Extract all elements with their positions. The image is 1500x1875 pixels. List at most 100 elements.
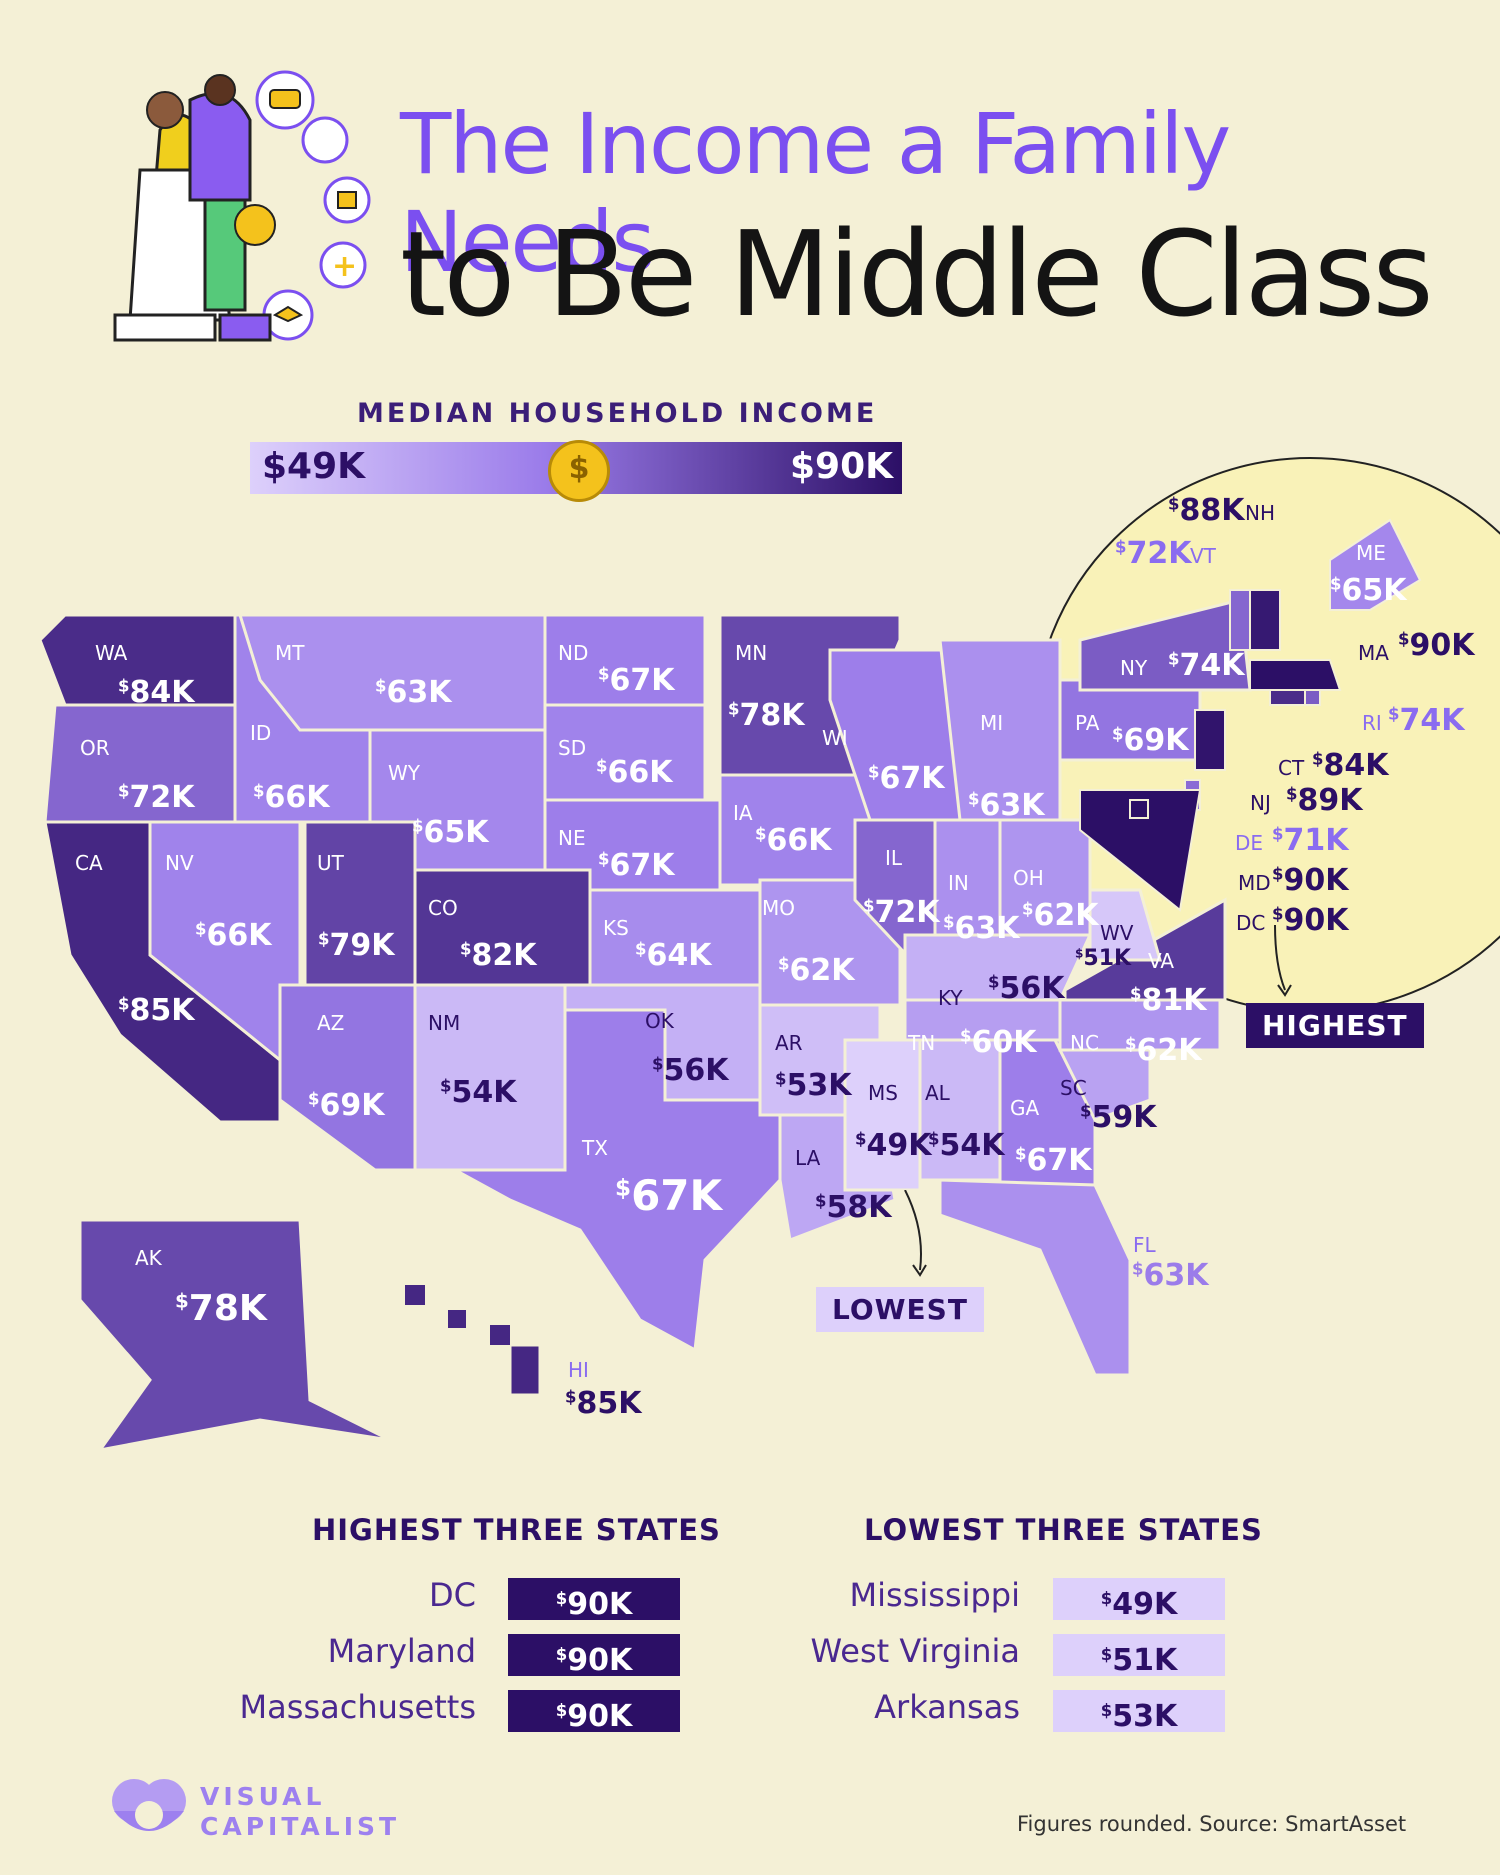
state-value-ca: $85K [118,993,196,1028]
state-label-tn: TN [907,1031,935,1055]
state-ma [1249,659,1342,691]
state-wv [1088,888,1162,962]
state-label-mt: MT [275,641,305,665]
legend-title: MEDIAN HOUSEHOLD INCOME [357,398,878,429]
lowest-row-value: $49K [1053,1578,1225,1622]
state-label-nj: NJ [1250,791,1271,815]
state-label-nm: NM [428,1011,460,1035]
lowest-tag: LOWEST [816,1287,984,1332]
state-value-md: $90K [1272,863,1350,898]
state-nh [1249,589,1281,651]
state-label-wy: WY [388,761,421,785]
highest-row-name: DC [429,1576,476,1614]
coin-icon: $ [548,440,610,502]
state-value-nd: $67K [598,663,676,698]
state-label-fl: FL [1133,1233,1157,1257]
title-line-2: to Be Middle Class [400,205,1434,343]
state-value-la: $58K [815,1190,893,1225]
state-nj [1194,709,1226,771]
state-dc [1129,799,1149,819]
state-value-mi: $63K [968,788,1046,823]
state-value-me: $65K [1330,573,1408,608]
state-label-va: VA [1148,949,1174,973]
state-mt [237,613,547,732]
highest-row-value: $90K [508,1634,680,1678]
state-value-sd: $66K [596,755,674,790]
state-value-dc: $90K [1272,903,1350,938]
state-value-de: $71K [1272,823,1350,858]
state-label-sc: SC [1060,1076,1087,1100]
state-value-mt: $63K [375,675,453,710]
state-label-mn: MN [735,641,767,665]
state-value-ny: $74K [1168,648,1246,683]
state-value-tn: $60K [960,1025,1038,1060]
state-label-nc: NC [1070,1031,1099,1055]
state-label-mi: MI [980,711,1003,735]
state-value-az: $69K [308,1088,386,1123]
state-value-ct: $84K [1312,748,1390,783]
highest-tag: HIGHEST [1246,1003,1424,1048]
state-value-ak: $78K [175,1288,268,1329]
arrow-icon [1274,925,1292,997]
state-label-wa: WA [95,641,128,665]
state-value-wa: $84K [118,675,196,710]
state-label-vt: VT [1190,544,1217,568]
state-value-nv: $66K [195,918,273,953]
state-value-nh: $88K [1168,493,1246,528]
state-value-nj: $89K [1286,783,1364,818]
state-label-id: ID [250,721,271,745]
arrow-icon [904,1190,927,1277]
highest-row-name: Maryland [327,1632,476,1670]
lowest-title: LOWEST THREE STATES [864,1513,1263,1547]
source-note: Figures rounded. Source: SmartAsset [1017,1812,1407,1836]
state-label-ms: MS [868,1081,898,1105]
state-label-nd: ND [558,641,588,665]
state-label-wi: WI [822,726,848,750]
state-value-id: $66K [253,780,331,815]
state-fl [938,1178,1132,1377]
state-ri [1304,689,1321,706]
state-label-co: CO [428,896,458,920]
state-label-nv: NV [165,851,194,875]
state-value-ky: $56K [988,971,1066,1006]
state-label-ut: UT [317,851,345,875]
state-label-ny: NY [1120,656,1148,680]
state-value-al: $54K [928,1128,1006,1163]
state-value-ia: $66K [755,823,833,858]
title-line-1: The Income a Family Needs [400,95,1231,291]
state-label-il: IL [885,846,903,870]
state-value-ga: $67K [1015,1143,1093,1178]
lowest-row-value: $51K [1053,1634,1225,1678]
state-value-ok: $56K [652,1053,730,1088]
state-value-ri: $74K [1388,703,1466,738]
state-value-co: $82K [460,938,538,973]
state-label-tx: TX [581,1136,608,1160]
state-ms [843,1038,922,1192]
state-value-ar: $53K [775,1068,853,1103]
state-value-nm: $54K [440,1075,518,1110]
state-label-me: ME [1356,541,1386,565]
state-value-wi: $67K [868,761,946,796]
state-value-il: $72K [863,895,941,930]
state-value-hi: $85K [565,1386,643,1421]
state-label-ri: RI [1362,711,1382,735]
state-label-ca: CA [75,851,103,875]
state-value-ms: $49K [855,1128,933,1163]
state-label-ar: AR [775,1031,803,1055]
state-vt [1229,589,1251,651]
logo-text: VISUAL CAPITALIST [200,1782,401,1841]
state-value-wv: $51K [1075,946,1132,971]
state-ct [1269,689,1306,706]
state-label-md: MD [1238,871,1271,895]
state-value-tx: $67K [615,1171,724,1220]
lowest-row-name: Arkansas [874,1688,1020,1726]
visual-capitalist-logo-icon [112,1779,186,1831]
state-value-va: $81K [1130,983,1208,1018]
state-value-ma: $90K [1398,628,1476,663]
state-label-ga: GA [1010,1096,1039,1120]
state-value-mo: $62K [778,953,856,988]
state-value-fl: $63K [1132,1258,1210,1293]
state-label-de: DE [1235,831,1263,855]
state-label-in: IN [948,871,969,895]
